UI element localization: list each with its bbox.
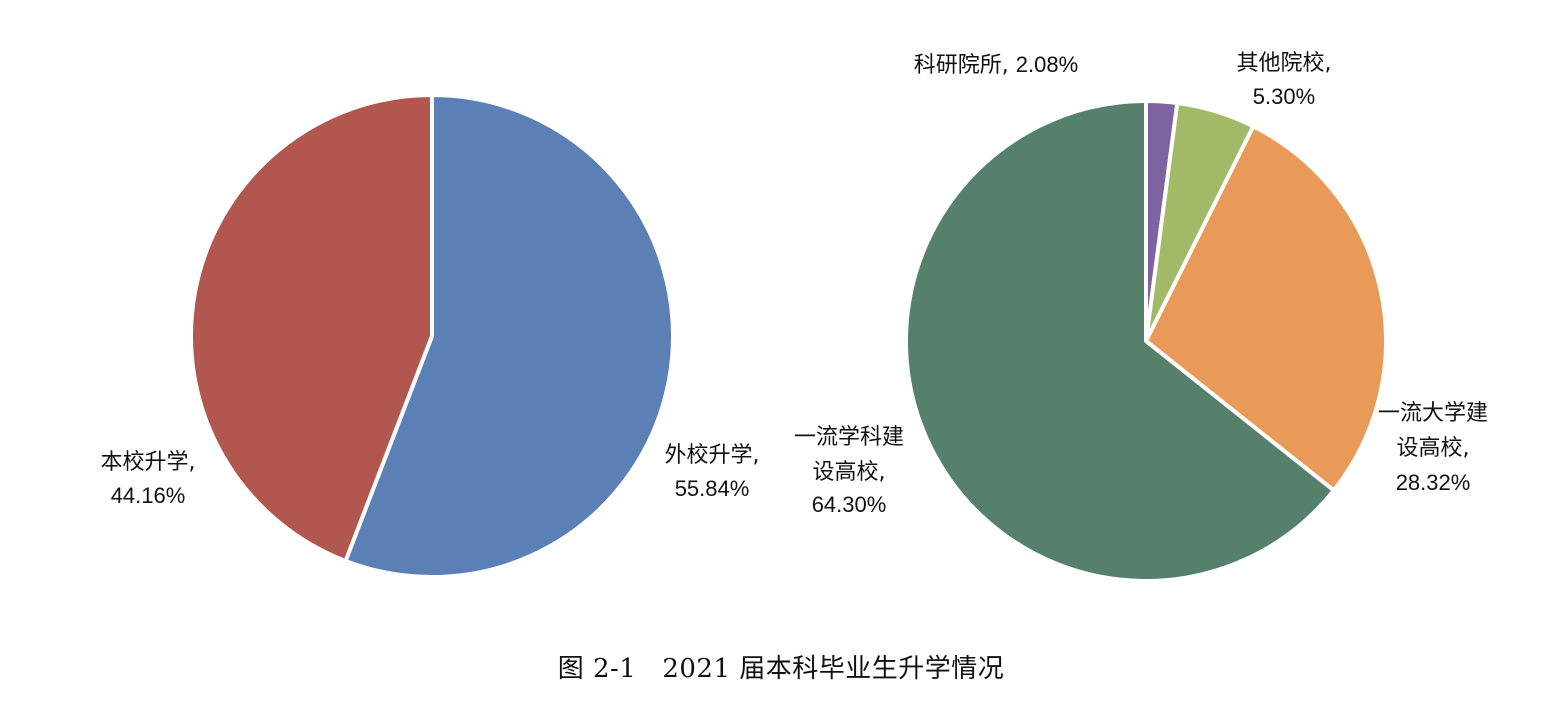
figure-caption: 图 2-1 2021 届本科毕业生升学情况 [0, 648, 1562, 685]
slice-label: 其他院校, 5.30% [1237, 51, 1332, 109]
slice-category-label: 一流大学建 [1378, 401, 1488, 426]
pie-chart-right: 科研院所, 2.08% 其他院校, 5.30% 一流大学建设高校, 28.32% 一流学科… [794, 51, 1488, 583]
slice-category-label: 科研院所, [914, 53, 1016, 78]
slice-value-label: 5.30% [1253, 84, 1315, 109]
slice-value-label: 44.16% [111, 483, 186, 508]
pie-chart-left: 外校升学, 55.84% 本校升学, 44.16% [101, 93, 760, 579]
slice-label: 本校升学, 44.16% [101, 450, 196, 508]
slice-category-label: 外校升学, [665, 443, 760, 468]
figure-number: 图 2-1 [557, 654, 637, 684]
slice-label: 一流学科建设高校, 64.30% [794, 425, 904, 517]
slice-category-label: 一流学科建 [794, 425, 904, 450]
slice-value-label: 55.84% [675, 476, 750, 501]
slice-category-label: 其他院校, [1237, 51, 1332, 76]
pie-slice [343, 93, 675, 579]
pie-slice [904, 99, 1336, 583]
slice-label: 外校升学, 55.84% [665, 443, 760, 501]
figure-title: 2021 届本科毕业生升学情况 [662, 654, 1005, 684]
slice-category-label: 设高校, [1397, 436, 1470, 461]
pie-slice [189, 93, 434, 563]
slice-value-label: 2.08% [1016, 52, 1078, 77]
slice-category-label: 本校升学, [101, 450, 196, 475]
pie-charts: 外校升学, 55.84% 本校升学, 44.16% 科研院所, 2.08% 其他院校, 5… [101, 51, 1488, 583]
slice-value-label: 64.30% [812, 492, 887, 517]
slice-label: 一流大学建设高校, 28.32% [1378, 401, 1488, 495]
slice-category-label: 设高校, [813, 460, 886, 485]
slice-value-label: 28.32% [1396, 470, 1471, 495]
pie-slice [1144, 124, 1388, 493]
slice-label: 科研院所, 2.08% [914, 52, 1078, 78]
